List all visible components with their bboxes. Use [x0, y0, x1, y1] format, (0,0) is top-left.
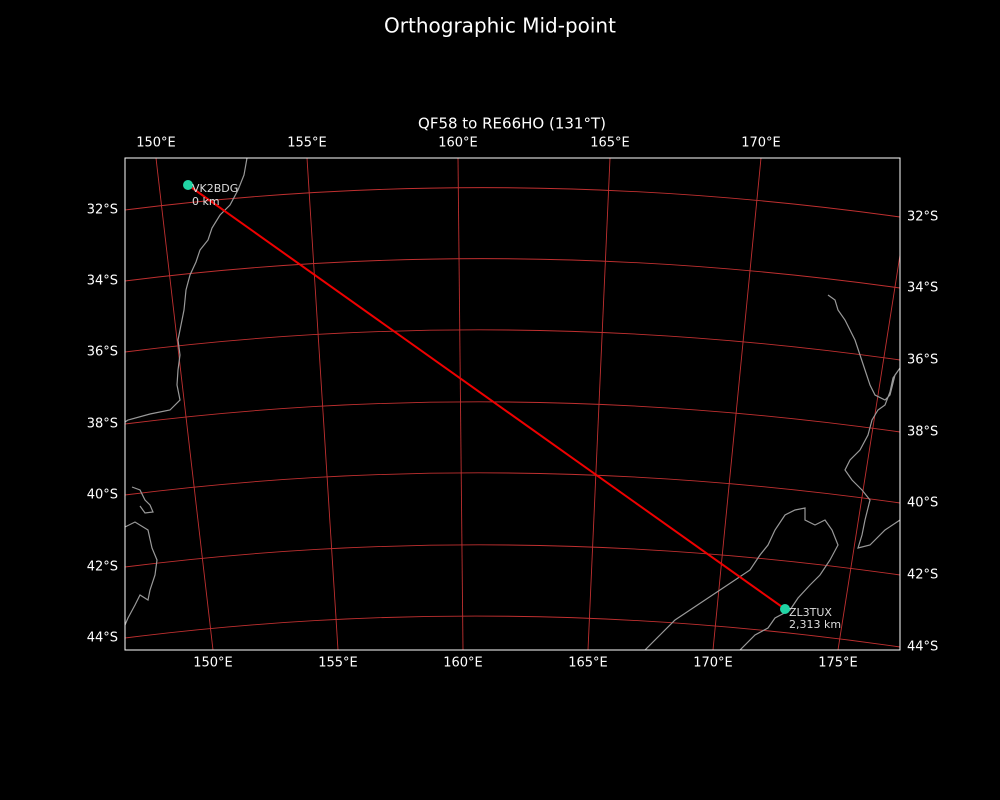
bottom-lon-label: 155°E: [318, 656, 358, 671]
station-marker: [183, 180, 193, 190]
right-lat-label: 38°S: [907, 425, 938, 440]
left-lat-label: 34°S: [87, 274, 118, 289]
australia-coast: [125, 158, 248, 423]
top-lon-label: 170°E: [741, 136, 781, 151]
map-frame: [124, 157, 901, 651]
parallel: [125, 401, 900, 433]
meridian: [457, 158, 464, 650]
south-island-coast: [644, 507, 839, 650]
top-lon-label: 155°E: [287, 136, 327, 151]
left-lat-label: 36°S: [87, 345, 118, 360]
parallel: [125, 472, 900, 504]
station-distance: 0 km: [192, 195, 220, 208]
meridian: [155, 158, 214, 650]
station-distance: 2,313 km: [789, 618, 841, 631]
parallel: [125, 329, 900, 361]
top-lon-label: 160°E: [438, 136, 478, 151]
right-lat-label: 40°S: [907, 496, 938, 511]
parallel: [125, 544, 900, 576]
coastlines: [125, 158, 900, 650]
right-lat-label: 36°S: [907, 353, 938, 368]
left-lat-label: 38°S: [87, 417, 118, 432]
bottom-lon-label: 160°E: [443, 656, 483, 671]
left-lat-label: 32°S: [87, 203, 118, 218]
bottom-lon-label: 175°E: [818, 656, 858, 671]
bottom-lon-label: 150°E: [193, 656, 233, 671]
bottom-lon-label: 165°E: [568, 656, 608, 671]
station-call: VK2BDG: [192, 182, 238, 195]
left-lat-label: 40°S: [87, 488, 118, 503]
meridian: [837, 254, 900, 650]
title: Orthographic Mid-point: [384, 14, 616, 38]
meridian: [306, 158, 339, 650]
left-lat-label: 42°S: [87, 560, 118, 575]
right-lat-label: 34°S: [907, 281, 938, 296]
north-island-coast: [827, 294, 900, 549]
top-lon-label: 165°E: [590, 136, 630, 151]
right-lat-label: 32°S: [907, 210, 938, 225]
right-lat-label: 44°S: [907, 640, 938, 655]
parallel: [125, 258, 900, 289]
subtitle: QF58 to RE66HO (131°T): [418, 115, 606, 133]
right-lat-label: 42°S: [907, 568, 938, 583]
bottom-lon-label: 170°E: [693, 656, 733, 671]
meridian: [712, 158, 762, 650]
tasmania-coast-2: [125, 521, 158, 626]
graticule: [125, 158, 900, 650]
station-marker: [780, 604, 790, 614]
tasmania-coast: [131, 486, 154, 514]
left-lat-label: 44°S: [87, 631, 118, 646]
parallel: [125, 615, 900, 648]
great-circle-path: [187, 184, 786, 610]
top-lon-label: 150°E: [136, 136, 176, 151]
graticule-labels: 150°E 155°E 160°E 165°E 170°E 150°E 155°E 160°E…: [87, 136, 939, 671]
station-call: ZL3TUX: [789, 606, 832, 619]
